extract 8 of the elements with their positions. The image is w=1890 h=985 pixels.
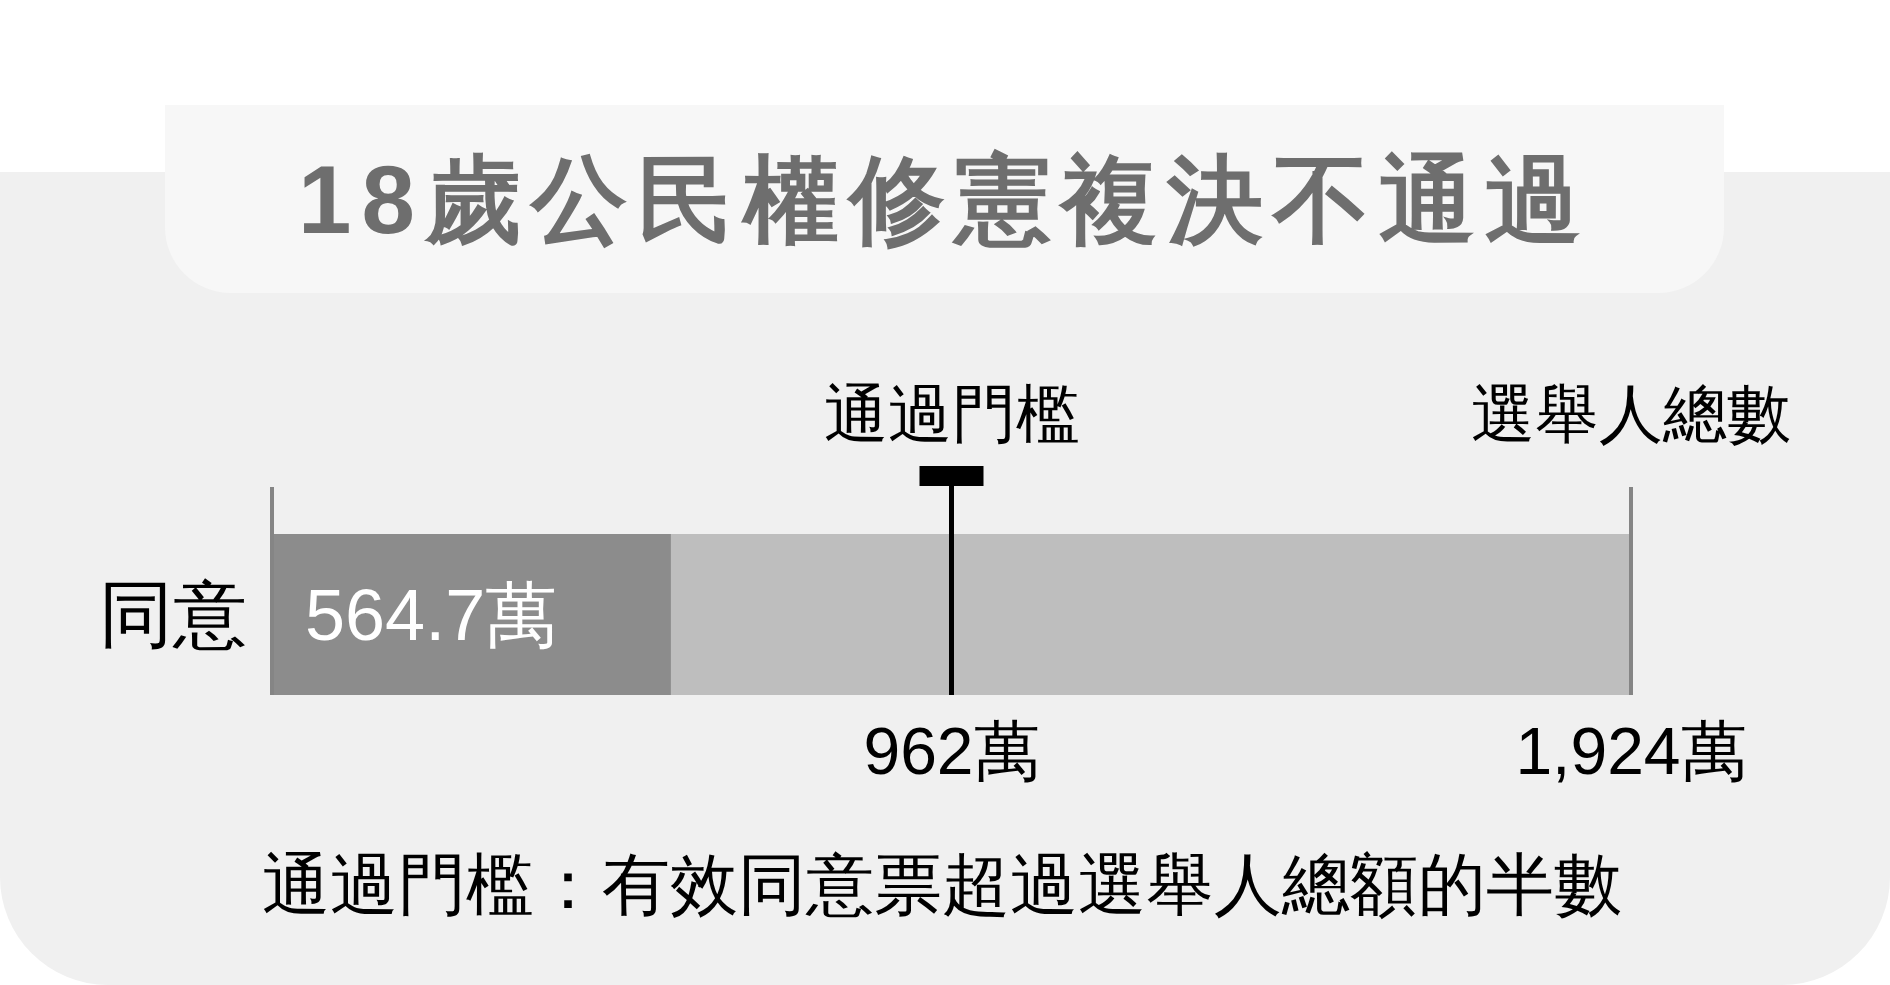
band-label: 選舉人總數 (1471, 378, 1791, 450)
data-label: 564.7萬 (305, 574, 558, 655)
ref-line-label: 通過門檻 (823, 378, 1080, 450)
x-tick-label: 962萬 (863, 714, 1040, 788)
y-tick-label: 同意 (99, 573, 247, 656)
x-tick-label: 1,924萬 (1515, 714, 1747, 788)
annotation: 通過門檻：有效同意票超過選舉人總額的半數 (262, 846, 1622, 922)
chart-title: 18歲公民權修憲複決不通過 (298, 145, 1591, 253)
